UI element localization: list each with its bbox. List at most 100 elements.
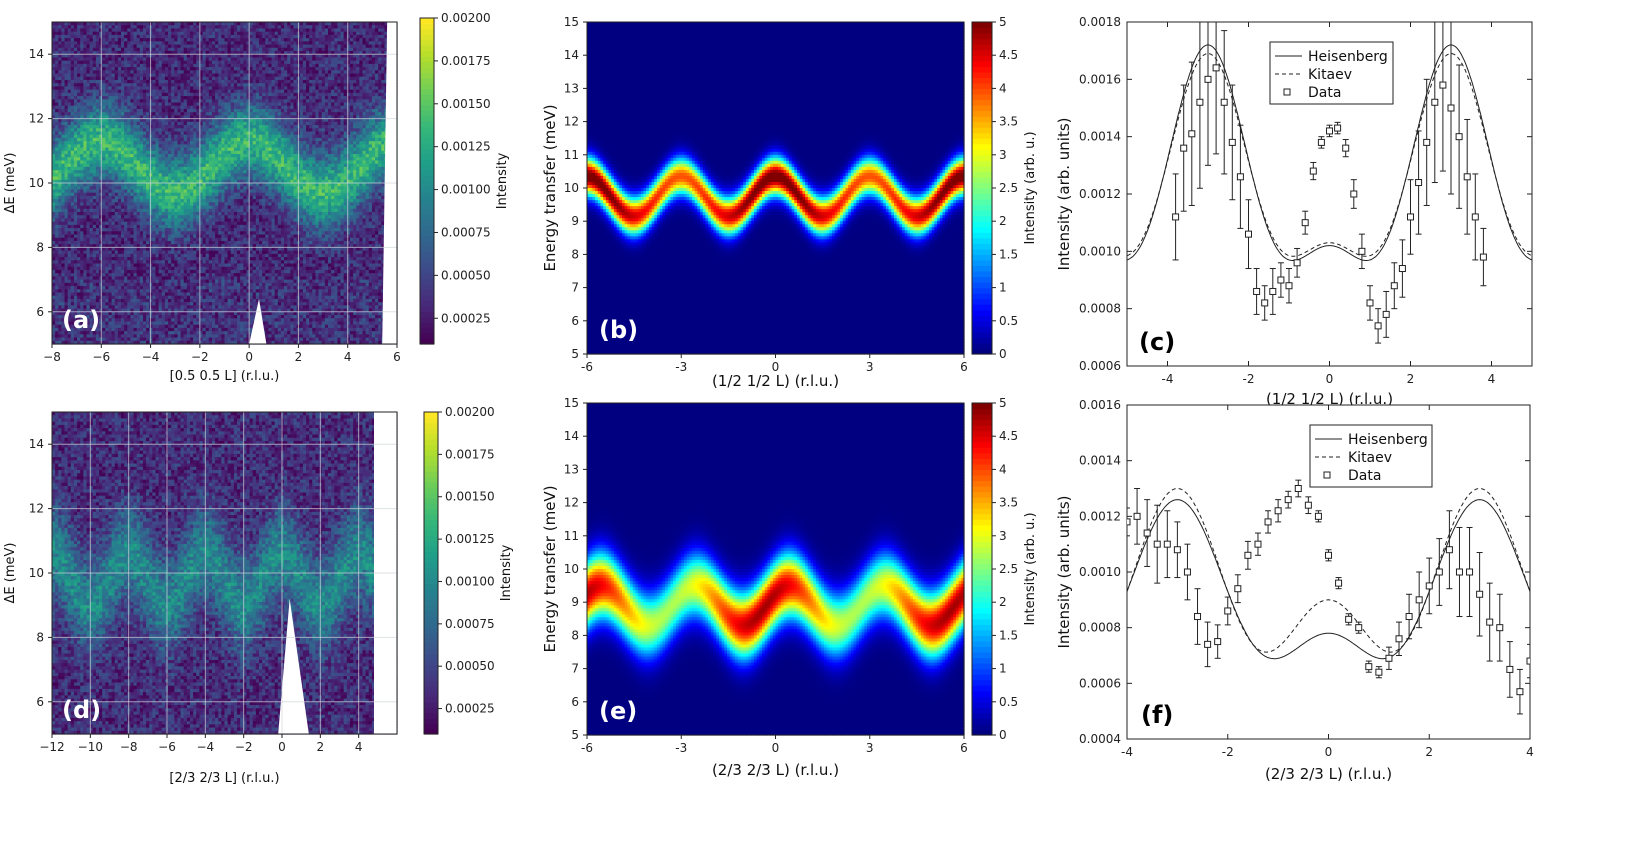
y-tick-label: 0.0006	[1079, 676, 1121, 690]
y-axis-label: Energy transfer (meV)	[541, 104, 559, 271]
data-point	[1396, 636, 1402, 642]
x-tick-label: −2	[235, 740, 253, 754]
y-tick-label: 12	[29, 112, 44, 126]
y-tick-label: 0.0008	[1079, 621, 1121, 635]
data-point	[1399, 266, 1405, 272]
x-tick-label: −6	[158, 740, 176, 754]
data-point	[1270, 288, 1276, 294]
y-tick-label: 14	[564, 48, 579, 62]
y-tick-label: 14	[29, 47, 44, 61]
y-tick-label: 0.0012	[1079, 187, 1121, 201]
x-tick-label: -2	[1222, 745, 1234, 759]
x-tick-label: −8	[43, 350, 61, 364]
colorbar-tick-label: 0.00025	[445, 702, 495, 716]
x-tick-label: 2	[1425, 745, 1433, 759]
data-point	[1480, 254, 1486, 260]
data-point	[1416, 180, 1422, 186]
y-tick-label: 0.0012	[1079, 509, 1121, 523]
y-axis-label: Energy transfer (meV)	[541, 485, 559, 652]
data-point	[1286, 283, 1292, 289]
y-tick-label: 0.0006	[1079, 359, 1121, 373]
colorbar-tick-label: 0.00100	[441, 183, 491, 197]
x-tick-label: 4	[1526, 745, 1534, 759]
data-point	[1305, 502, 1311, 508]
x-tick-label: 3	[866, 360, 874, 374]
data-point	[1386, 655, 1392, 661]
data-point	[1366, 664, 1372, 670]
legend-entry: Data	[1348, 468, 1381, 484]
colorbar-a: 0.000250.000500.000750.001000.001250.001…	[420, 11, 510, 345]
x-tick-label: -6	[581, 741, 593, 755]
data-point	[1327, 128, 1333, 134]
y-axis-label: Intensity (arb. units)	[1055, 117, 1073, 270]
data-point	[1173, 214, 1179, 220]
colorbar-label: Intensity	[495, 152, 510, 209]
x-axis-label: [0.5 0.5 L] (r.l.u.)	[170, 369, 280, 384]
data-point	[1376, 669, 1382, 675]
data-point	[1497, 625, 1503, 631]
y-tick-label: 15	[564, 15, 579, 29]
data-point	[1134, 513, 1140, 519]
y-tick-label: 6	[36, 305, 44, 319]
y-axis-label: Intensity (arb. units)	[1055, 495, 1073, 648]
y-tick-label: 14	[564, 429, 579, 443]
colorbar-tick-label: 2	[999, 214, 1007, 228]
data-point	[1184, 569, 1190, 575]
data-point	[1464, 174, 1470, 180]
y-tick-label: 8	[36, 240, 44, 254]
data-point	[1254, 288, 1260, 294]
x-tick-label: 0	[1325, 745, 1333, 759]
x-tick-label: −2	[191, 350, 209, 364]
data-point	[1487, 619, 1493, 625]
panel-f: -4 -2 0 2 40.00040.00060.00080.00100.00120.0…	[1055, 398, 1534, 783]
legend-entry: Kitaev	[1308, 67, 1352, 83]
colorbar-label: Intensity (arb. u.)	[1023, 512, 1038, 625]
y-tick-label: 7	[571, 281, 579, 295]
panel-label: (e)	[599, 697, 637, 725]
colorbar-tick-label: 5	[999, 15, 1007, 29]
heatmap-cells-e	[587, 403, 965, 736]
data-point	[1189, 131, 1195, 137]
colorbar-tick-label: 1	[999, 662, 1007, 676]
data-point	[1391, 283, 1397, 289]
x-tick-label: 4	[355, 740, 363, 754]
y-tick-label: 10	[29, 566, 44, 580]
data-point	[1295, 486, 1301, 492]
x-tick-label: -2	[1243, 372, 1255, 386]
x-axis-label: (2/3 2/3 L) (r.l.u.)	[712, 761, 839, 779]
x-tick-label: -4	[1121, 745, 1133, 759]
data-point	[1448, 105, 1454, 111]
y-tick-label: 11	[564, 529, 579, 543]
data-point	[1278, 277, 1284, 283]
y-tick-label: 0.0014	[1079, 454, 1121, 468]
y-tick-label: 13	[564, 462, 579, 476]
colorbar-d: 0.000250.000500.000750.001000.001250.001…	[424, 405, 514, 735]
y-tick-label: 8	[571, 247, 579, 261]
data-point	[1174, 547, 1180, 553]
colorbar-tick-label: 0.00100	[445, 574, 495, 588]
legend-data-icon	[1284, 89, 1290, 95]
data-point	[1517, 689, 1523, 695]
data-point	[1265, 519, 1271, 525]
y-tick-label: 6	[571, 695, 579, 709]
colorbar-tick-label: 1.5	[999, 247, 1018, 261]
data-point	[1336, 580, 1342, 586]
colorbar-tick-label: 0.00125	[441, 140, 491, 154]
colorbar-tick-label: 0.00050	[441, 268, 491, 282]
y-tick-label: 9	[571, 214, 579, 228]
x-tick-label: −4	[142, 350, 160, 364]
data-point	[1235, 586, 1241, 592]
data-point	[1294, 260, 1300, 266]
data-point	[1456, 569, 1462, 575]
data-point	[1205, 76, 1211, 82]
colorbar-tick-label: 0.00025	[441, 311, 491, 325]
colorbar-tick-label: 0.00075	[445, 617, 495, 631]
y-tick-label: 12	[564, 496, 579, 510]
x-tick-label: −12	[39, 740, 64, 754]
legend-data-icon	[1324, 472, 1330, 478]
y-tick-label: 0.0008	[1079, 302, 1121, 316]
